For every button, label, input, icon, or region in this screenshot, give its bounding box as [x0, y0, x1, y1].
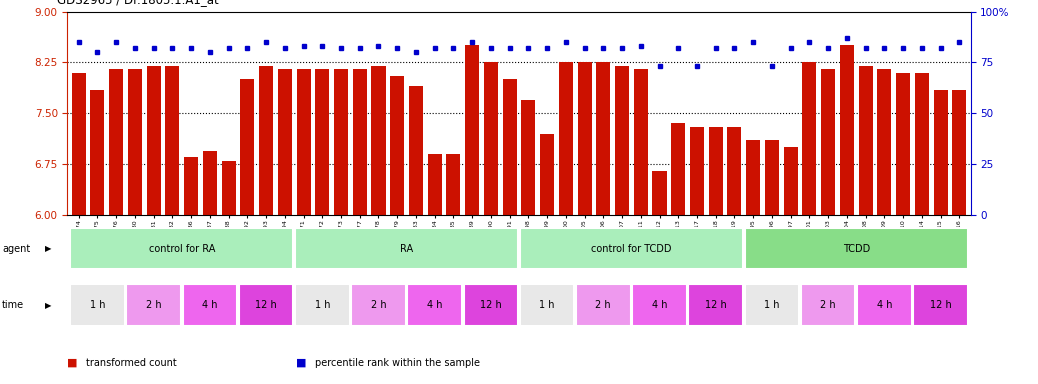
Bar	[202, 151, 217, 215]
Bar	[165, 66, 180, 215]
Text: 4 h: 4 h	[202, 300, 218, 310]
Bar	[278, 69, 292, 215]
Text: 2 h: 2 h	[820, 300, 836, 310]
Text: GDS2965 / Dr.1805.1.A1_at: GDS2965 / Dr.1805.1.A1_at	[57, 0, 219, 6]
Bar	[896, 73, 910, 215]
Bar	[71, 228, 294, 269]
Bar	[128, 69, 142, 215]
Text: ▶: ▶	[45, 244, 51, 253]
Bar	[372, 66, 385, 215]
Text: 1 h: 1 h	[764, 300, 780, 310]
Bar	[632, 284, 687, 326]
Text: ▶: ▶	[45, 301, 51, 310]
Bar	[109, 69, 124, 215]
Bar	[484, 62, 498, 215]
Text: 1 h: 1 h	[315, 300, 330, 310]
Text: 12 h: 12 h	[705, 300, 727, 310]
Bar	[744, 228, 967, 269]
Bar	[821, 69, 836, 215]
Bar	[241, 79, 254, 215]
Bar	[857, 284, 911, 326]
Bar	[577, 62, 592, 215]
Text: 2 h: 2 h	[596, 300, 611, 310]
Bar	[90, 89, 105, 215]
Text: 4 h: 4 h	[652, 300, 667, 310]
Text: 1 h: 1 h	[540, 300, 555, 310]
Bar	[596, 62, 610, 215]
Bar	[183, 284, 238, 326]
Bar	[858, 66, 873, 215]
Bar	[634, 69, 648, 215]
Bar	[184, 157, 198, 215]
Text: 4 h: 4 h	[427, 300, 442, 310]
Bar	[576, 284, 631, 326]
Bar	[353, 69, 366, 215]
Bar	[407, 284, 462, 326]
Bar	[127, 284, 181, 326]
Text: 1 h: 1 h	[89, 300, 105, 310]
Text: time: time	[2, 300, 24, 310]
Bar	[765, 141, 778, 215]
Bar	[672, 124, 685, 215]
Bar	[390, 76, 404, 215]
Text: 2 h: 2 h	[371, 300, 386, 310]
Text: TCDD: TCDD	[843, 243, 870, 254]
Bar	[72, 73, 86, 215]
Bar	[802, 62, 817, 215]
Text: 12 h: 12 h	[930, 300, 952, 310]
Bar	[409, 86, 422, 215]
Bar	[297, 69, 310, 215]
Bar	[800, 284, 855, 326]
Bar	[502, 79, 517, 215]
Text: 12 h: 12 h	[255, 300, 277, 310]
Bar	[933, 89, 948, 215]
Bar	[239, 284, 294, 326]
Bar	[744, 284, 799, 326]
Bar	[260, 66, 273, 215]
Bar	[428, 154, 442, 215]
Bar	[877, 69, 892, 215]
Bar	[709, 127, 722, 215]
Text: 2 h: 2 h	[146, 300, 162, 310]
Bar	[616, 66, 629, 215]
Bar	[952, 89, 966, 215]
Bar	[914, 73, 929, 215]
Bar	[464, 284, 518, 326]
Bar	[688, 284, 743, 326]
Bar	[221, 161, 236, 215]
Text: 12 h: 12 h	[480, 300, 501, 310]
Bar	[653, 171, 666, 215]
Bar	[295, 228, 518, 269]
Text: ■: ■	[67, 358, 78, 368]
Bar	[446, 154, 461, 215]
Text: 4 h: 4 h	[877, 300, 892, 310]
Text: control for RA: control for RA	[148, 243, 215, 254]
Bar	[521, 100, 536, 215]
Bar	[746, 141, 760, 215]
Bar	[465, 45, 480, 215]
Text: control for TCDD: control for TCDD	[592, 243, 672, 254]
Bar	[334, 69, 348, 215]
Text: percentile rank within the sample: percentile rank within the sample	[315, 358, 480, 368]
Bar	[71, 284, 125, 326]
Bar	[540, 134, 554, 215]
Bar	[316, 69, 329, 215]
Bar	[840, 45, 854, 215]
Text: agent: agent	[2, 243, 30, 254]
Bar	[784, 147, 797, 215]
Bar	[728, 127, 741, 215]
Bar	[351, 284, 406, 326]
Text: transformed count: transformed count	[86, 358, 176, 368]
Bar	[520, 284, 574, 326]
Text: RA: RA	[400, 243, 413, 254]
Bar	[913, 284, 967, 326]
Text: ■: ■	[296, 358, 306, 368]
Bar	[520, 228, 743, 269]
Bar	[146, 66, 161, 215]
Bar	[558, 62, 573, 215]
Bar	[295, 284, 350, 326]
Bar	[690, 127, 704, 215]
